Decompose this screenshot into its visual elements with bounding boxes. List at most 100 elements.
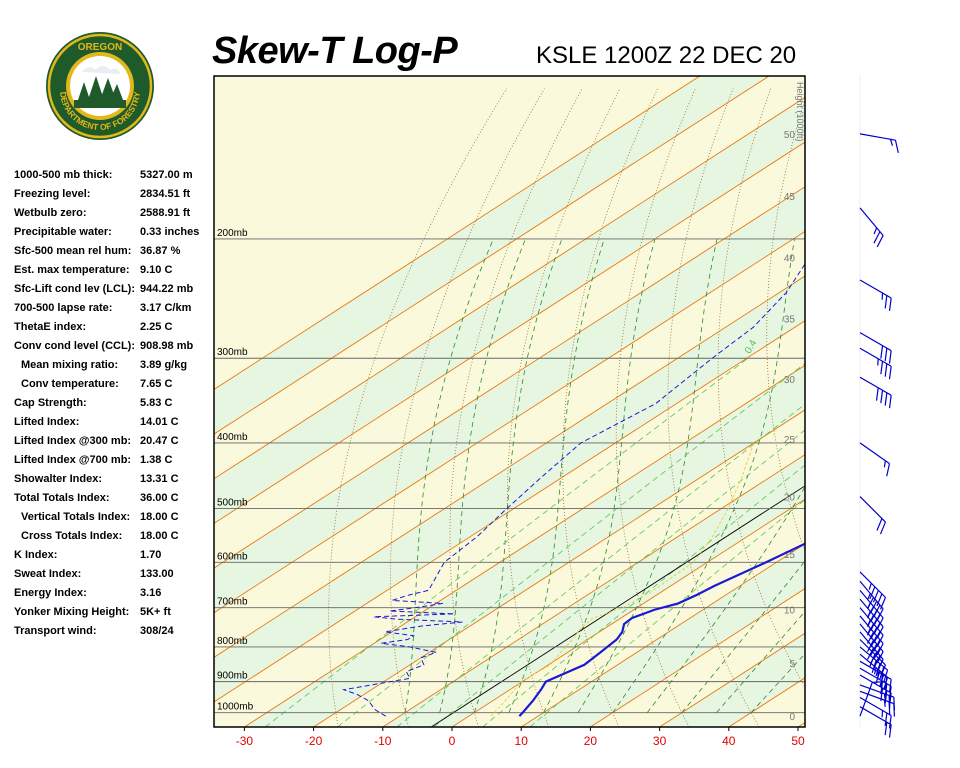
wind-barb-feather (876, 617, 884, 630)
wind-barb-half-feather (883, 460, 886, 468)
index-row: Cap Strength: 5.83 C (14, 395, 214, 414)
index-row: Transport wind: 308/24 (14, 623, 214, 642)
index-label: Sweat Index: (14, 568, 82, 580)
isotherm-line (214, 96, 805, 480)
plot-area: 0.412358200mb300mb400mb500mb600mb700mb80… (214, 76, 960, 727)
wind-barb-staff (859, 598, 884, 628)
index-row: Lifted Index @300 mb: 20.47 C (14, 433, 214, 452)
index-label: Lifted Index @300 mb: (14, 435, 132, 447)
wind-barb-feather (876, 634, 884, 648)
wind-barb (859, 332, 892, 364)
wind-barb-feather (876, 651, 884, 664)
wind-barb-feather (884, 295, 888, 309)
wind-barb (859, 133, 899, 153)
wind-barb-feather (866, 597, 875, 610)
index-label: Est. max temperature: (14, 264, 130, 276)
moist-adiabat (404, 238, 494, 713)
dry-adiabat (948, 89, 960, 727)
wind-barb-half-feather (873, 227, 878, 235)
wind-barb-feather (888, 350, 892, 364)
wind-barb-feather (879, 673, 885, 687)
wind-barb-feather (880, 687, 884, 701)
index-row: Yonker Mixing Height: 5K+ ft (14, 604, 214, 623)
wind-barb-staff (859, 442, 890, 465)
x-tick-label: 40 (722, 734, 736, 748)
reference-isotherm (430, 485, 805, 727)
index-row: Precipitable water: 0.33 inches (14, 224, 214, 243)
wind-barb (859, 279, 892, 312)
index-row: K Index: 1.70 (14, 547, 214, 566)
chart-title: Skew-T Log-P (212, 30, 458, 72)
station-time-label: KSLE 1200Z 22 DEC 20 (536, 42, 797, 69)
wind-barb-staff (859, 332, 892, 352)
index-row: Total Totals Index: 36.00 C (14, 490, 214, 509)
wind-barb-feather (888, 366, 892, 380)
wind-barb-staff (859, 207, 884, 236)
wind-barb-feather (880, 345, 884, 359)
isobar-label: 500mb (217, 498, 248, 509)
isotherm-line (214, 76, 770, 435)
temperature-profile-line (518, 542, 805, 717)
wind-barb-feather (870, 635, 878, 648)
mixing-ratio-label: 3 (891, 345, 904, 356)
wind-barb-half-feather (868, 583, 872, 590)
index-row: Showalter Index: 13.31 C (14, 471, 214, 490)
isotherm-line (214, 275, 805, 658)
index-row: Conv temperature: 7.65 C (14, 376, 214, 395)
wind-barb (859, 207, 884, 248)
isotherm-line (214, 320, 805, 703)
wind-barb-feather (888, 724, 892, 738)
wind-barb-feather (888, 692, 892, 706)
wind-barb-feather (884, 363, 888, 377)
wind-barb-half-feather (889, 139, 894, 146)
wind-barb-feather (884, 348, 888, 362)
index-value: 2.25 C (140, 321, 173, 333)
height-tick-label: 5 (789, 659, 795, 670)
wind-barb-feather (869, 586, 876, 600)
oregon-department-of-forestry-logo: OREGON DEPARTMENT OF FORESTRY (46, 32, 154, 140)
index-value: 3.16 (140, 587, 162, 599)
index-row: Lifted Index: 14.01 C (14, 414, 214, 433)
wind-barb-feather (873, 639, 881, 652)
wind-barb (859, 376, 892, 409)
index-row: Conv cond level (CCL): 908.98 mb (14, 338, 214, 357)
isotherm-line (590, 588, 805, 727)
wind-barb-feather (876, 659, 884, 672)
isotherm-line (214, 230, 805, 614)
wind-barb-staff (859, 684, 895, 698)
wind-barb-half-feather (881, 292, 884, 300)
index-value: 1.38 C (140, 454, 173, 466)
isotherm-line (520, 543, 805, 727)
wind-barb-feather (873, 631, 881, 644)
height-tick-label: 40 (784, 253, 796, 264)
wind-barb-staff (859, 589, 884, 619)
wind-barb-feather (875, 387, 879, 401)
index-label: Lifted Index: (14, 416, 80, 428)
index-row: Energy Index: 3.16 (14, 585, 214, 604)
wind-barb-feather (880, 390, 884, 404)
index-label: Conv temperature: (21, 378, 119, 390)
isotherm-line (451, 498, 805, 727)
index-value: 5.83 C (140, 397, 173, 409)
wind-barb-feather (876, 608, 884, 621)
wind-barb-feather (879, 597, 887, 610)
wind-barb-feather (888, 715, 892, 729)
moist-adiabat (439, 238, 526, 713)
isotherm-band (214, 186, 805, 613)
index-label: Sfc-Lift cond lev (LCL): (14, 283, 135, 295)
wind-barb-half-feather (883, 693, 886, 701)
index-value: 14.01 C (140, 416, 179, 428)
wind-barb-half-feather (877, 358, 879, 366)
index-row: Lifted Index @700 mb: 1.38 C (14, 452, 214, 471)
logo-ground (74, 100, 126, 108)
index-label: 700-500 lapse rate: (14, 302, 113, 314)
wind-barb-feather (870, 643, 878, 656)
isobar-label: 700mb (217, 597, 248, 608)
height-tick-label: 45 (784, 192, 796, 203)
wind-barb-feather (884, 690, 888, 704)
index-label: Conv cond level (CCL): (14, 340, 136, 352)
mixing-ratio-label: 5 (934, 345, 947, 356)
wind-barb-feather (866, 623, 875, 636)
logo-tree-icon (78, 76, 123, 100)
wind-barb-staff (859, 347, 892, 367)
